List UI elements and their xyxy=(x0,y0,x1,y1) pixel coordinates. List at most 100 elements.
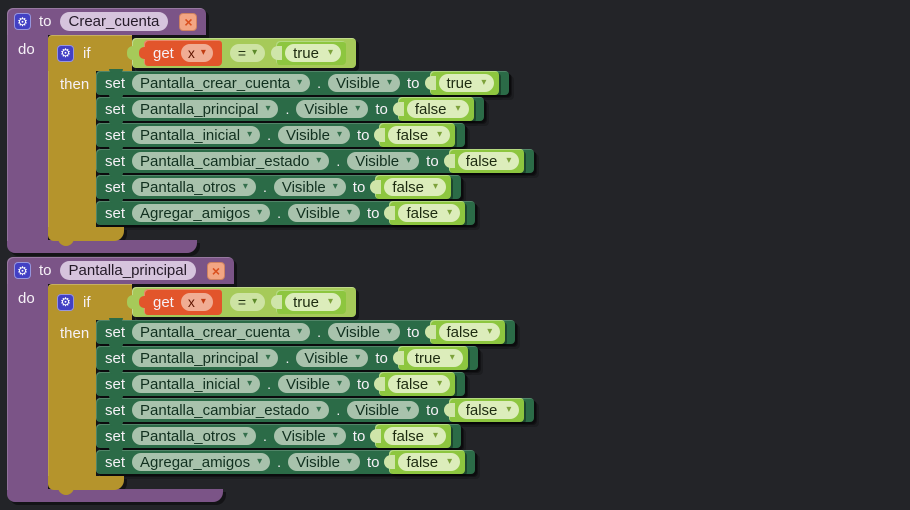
procedure-name-field[interactable]: Pantalla_principal xyxy=(59,261,196,280)
boolean-value-block[interactable]: false ▾ xyxy=(424,320,506,344)
dot-separator: . xyxy=(285,350,290,366)
boolean-value-block[interactable]: false ▾ xyxy=(392,97,474,121)
operator-dropdown[interactable]: = ▾ xyxy=(229,293,266,311)
if-header[interactable]: ⚙ if xyxy=(48,35,132,71)
equals-comparison-block[interactable]: get x ▾ = ▾ true xyxy=(127,287,356,317)
property-dropdown[interactable]: Visible ▾ xyxy=(296,349,369,367)
boolean-dropdown[interactable]: false ▾ xyxy=(398,453,461,471)
if-header[interactable]: ⚙ if xyxy=(48,284,132,320)
delete-block-button[interactable]: × xyxy=(206,261,225,280)
then-keyword: then xyxy=(60,325,90,342)
property-dropdown[interactable]: Visible ▾ xyxy=(347,401,420,419)
component-dropdown[interactable]: Pantalla_principal ▾ xyxy=(132,349,279,367)
procedure-name-field[interactable]: Crear_cuenta xyxy=(59,12,169,31)
gear-icon[interactable]: ⚙ xyxy=(14,13,31,30)
boolean-value-block[interactable]: true ▾ xyxy=(392,346,468,370)
boolean-dropdown[interactable]: true ▾ xyxy=(285,44,341,62)
if-block[interactable]: ⚙ if get x ▾ = ▾ xyxy=(48,35,535,246)
set-property-block[interactable]: set Pantalla_cambiar_estado ▾ . Visible … xyxy=(96,147,535,173)
equals-comparison-block[interactable]: get x ▾ = ▾ true xyxy=(127,38,356,68)
component-dropdown[interactable]: Agregar_amigos ▾ xyxy=(132,453,271,471)
set-property-block[interactable]: set Pantalla_cambiar_estado ▾ . Visible … xyxy=(96,396,535,422)
boolean-value-block[interactable]: false ▾ xyxy=(443,398,525,422)
variable-dropdown[interactable]: x ▾ xyxy=(180,293,213,311)
boolean-dropdown[interactable]: false ▾ xyxy=(398,204,461,222)
gear-glyph: ⚙ xyxy=(17,263,28,278)
boolean-value-block[interactable]: false ▾ xyxy=(374,372,456,396)
set-property-block[interactable]: set Pantalla_inicial ▾ . Visible ▾ to fa… xyxy=(96,121,466,147)
component-dropdown[interactable]: Pantalla_inicial ▾ xyxy=(132,126,261,144)
boolean-value-block[interactable]: true ▾ xyxy=(424,71,500,95)
component-dropdown[interactable]: Pantalla_otros ▾ xyxy=(132,178,256,196)
component-dropdown[interactable]: Pantalla_cambiar_estado ▾ xyxy=(132,401,330,419)
component-name: Pantalla_principal xyxy=(140,349,259,367)
boolean-dropdown[interactable]: true ▾ xyxy=(285,293,341,311)
chevron-down-icon: ▾ xyxy=(242,430,248,441)
boolean-dropdown[interactable]: false ▾ xyxy=(457,401,520,419)
procedure-block-crear-cuenta[interactable]: ⚙ to Crear_cuenta × do ⚙ if get xyxy=(7,8,535,253)
boolean-value-block[interactable]: false ▾ xyxy=(374,123,456,147)
set-property-block[interactable]: set Pantalla_otros ▾ . Visible ▾ to fals… xyxy=(96,422,462,448)
operator-dropdown[interactable]: = ▾ xyxy=(229,44,266,62)
boolean-value: false xyxy=(414,100,447,118)
component-dropdown[interactable]: Pantalla_inicial ▾ xyxy=(132,375,261,393)
set-property-block[interactable]: set Pantalla_principal ▾ . Visible ▾ to … xyxy=(96,344,478,370)
boolean-value-block[interactable]: true ▾ xyxy=(271,41,346,65)
component-dropdown[interactable]: Pantalla_principal ▾ xyxy=(132,100,279,118)
procedure-header[interactable]: ⚙ to Pantalla_principal × xyxy=(7,257,234,284)
component-dropdown[interactable]: Pantalla_crear_cuenta ▾ xyxy=(132,323,311,341)
boolean-dropdown[interactable]: false ▾ xyxy=(406,100,469,118)
property-dropdown[interactable]: Visible ▾ xyxy=(288,204,360,222)
gear-icon[interactable]: ⚙ xyxy=(57,293,74,311)
boolean-value-block[interactable]: false ▾ xyxy=(370,175,452,199)
gear-icon[interactable]: ⚙ xyxy=(14,262,31,279)
property-dropdown[interactable]: Visible ▾ xyxy=(328,74,400,92)
variable-dropdown[interactable]: x ▾ xyxy=(180,44,213,62)
boolean-value-block[interactable]: false ▾ xyxy=(370,424,452,448)
property-dropdown[interactable]: Visible ▾ xyxy=(273,427,346,445)
property-dropdown[interactable]: Visible ▾ xyxy=(288,453,360,471)
set-property-block[interactable]: set Agregar_amigos ▾ . Visible ▾ to fals… xyxy=(96,448,476,474)
component-dropdown[interactable]: Pantalla_otros ▾ xyxy=(132,427,256,445)
delete-block-button[interactable]: × xyxy=(179,12,198,31)
boolean-dropdown[interactable]: false ▾ xyxy=(438,323,501,341)
get-variable-block[interactable]: get x ▾ xyxy=(139,40,222,66)
procedure-header[interactable]: ⚙ to Crear_cuenta × xyxy=(7,8,207,35)
boolean-dropdown[interactable]: false ▾ xyxy=(457,152,520,170)
set-property-block[interactable]: set Pantalla_crear_cuenta ▾ . Visible ▾ … xyxy=(96,69,510,95)
set-property-block[interactable]: set Pantalla_principal ▾ . Visible ▾ to … xyxy=(96,95,484,121)
boolean-value-block[interactable]: true ▾ xyxy=(271,290,346,314)
set-property-block[interactable]: set Pantalla_inicial ▾ . Visible ▾ to fa… xyxy=(96,370,466,396)
component-name: Pantalla_otros xyxy=(140,427,236,445)
boolean-value-block[interactable]: false ▾ xyxy=(384,201,466,225)
boolean-dropdown[interactable]: false ▾ xyxy=(384,178,447,196)
component-dropdown[interactable]: Pantalla_crear_cuenta ▾ xyxy=(132,74,311,92)
procedure-block-pantalla-principal[interactable]: ⚙ to Pantalla_principal × do ⚙ if get xyxy=(7,257,535,502)
property-dropdown[interactable]: Visible ▾ xyxy=(278,375,350,393)
boolean-dropdown[interactable]: false ▾ xyxy=(388,126,451,144)
boolean-dropdown[interactable]: false ▾ xyxy=(384,427,447,445)
chevron-down-icon: ▾ xyxy=(437,378,443,389)
gear-icon[interactable]: ⚙ xyxy=(57,44,74,62)
boolean-dropdown[interactable]: false ▾ xyxy=(388,375,451,393)
property-dropdown[interactable]: Visible ▾ xyxy=(328,323,400,341)
property-dropdown[interactable]: Visible ▾ xyxy=(296,100,369,118)
set-property-block[interactable]: set Pantalla_crear_cuenta ▾ . Visible ▾ … xyxy=(96,318,516,344)
property-dropdown[interactable]: Visible ▾ xyxy=(273,178,346,196)
component-dropdown[interactable]: Pantalla_cambiar_estado ▾ xyxy=(132,152,330,170)
property-dropdown[interactable]: Visible ▾ xyxy=(278,126,350,144)
if-block[interactable]: ⚙ if get x ▾ = ▾ xyxy=(48,284,535,495)
chevron-down-icon: ▾ xyxy=(257,207,263,218)
boolean-value: true xyxy=(293,44,319,62)
boolean-value-block[interactable]: false ▾ xyxy=(384,450,466,474)
boolean-value-block[interactable]: false ▾ xyxy=(443,149,525,173)
property-dropdown[interactable]: Visible ▾ xyxy=(347,152,420,170)
boolean-dropdown[interactable]: true ▾ xyxy=(406,349,463,367)
set-property-block[interactable]: set Pantalla_otros ▾ . Visible ▾ to fals… xyxy=(96,173,462,199)
component-dropdown[interactable]: Agregar_amigos ▾ xyxy=(132,204,271,222)
set-property-block[interactable]: set Agregar_amigos ▾ . Visible ▾ to fals… xyxy=(96,199,476,225)
get-variable-block[interactable]: get x ▾ xyxy=(139,289,222,315)
boolean-dropdown[interactable]: true ▾ xyxy=(438,74,495,92)
then-column: then xyxy=(48,71,96,227)
